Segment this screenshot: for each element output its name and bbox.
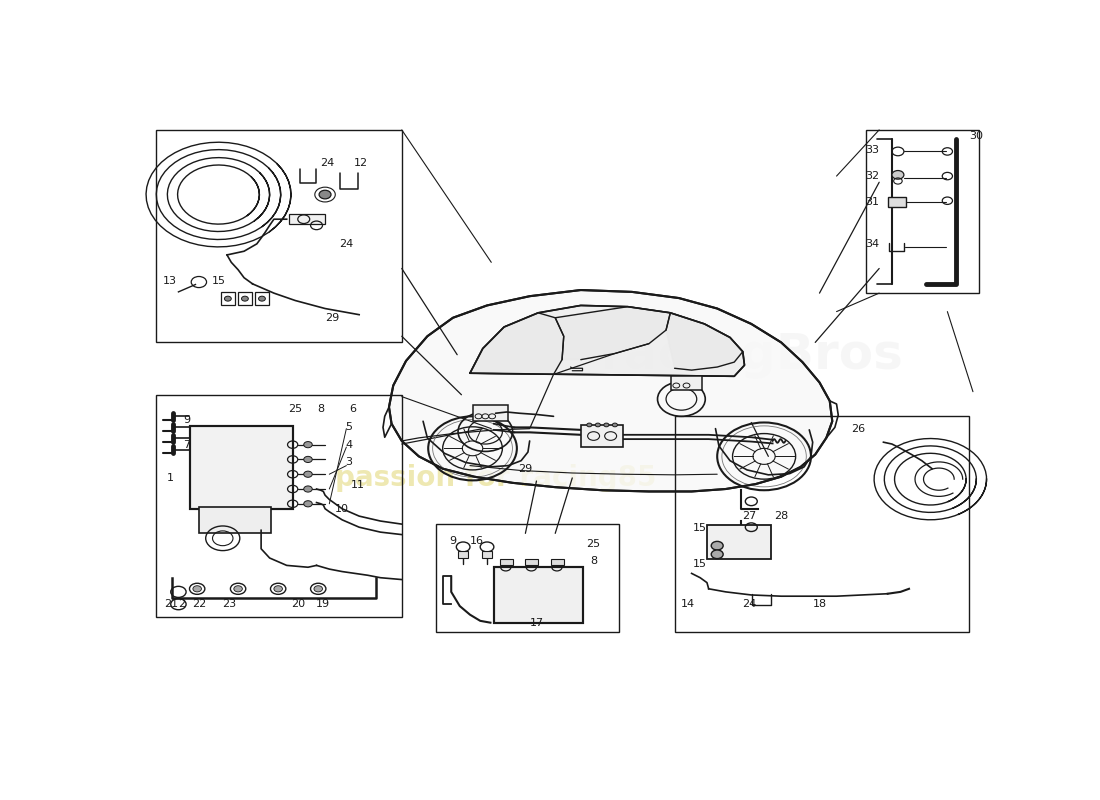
Text: 33: 33 [866, 145, 879, 154]
Text: 24: 24 [339, 239, 353, 249]
Text: 19: 19 [317, 599, 330, 610]
Circle shape [586, 423, 592, 426]
Text: 11: 11 [351, 480, 364, 490]
Text: 17: 17 [529, 618, 543, 628]
Circle shape [304, 486, 312, 492]
Circle shape [304, 471, 312, 478]
Bar [255, 292, 268, 306]
Text: 32: 32 [866, 171, 879, 181]
Text: 31: 31 [866, 197, 879, 207]
Bar [473, 406, 508, 421]
Circle shape [613, 423, 617, 426]
Bar [551, 559, 563, 566]
Circle shape [234, 586, 242, 592]
Circle shape [192, 586, 201, 592]
Text: 22: 22 [191, 599, 206, 610]
Text: 25: 25 [586, 539, 601, 550]
Circle shape [274, 586, 283, 592]
Circle shape [304, 501, 312, 507]
Text: 3: 3 [345, 457, 352, 467]
Text: 26: 26 [850, 424, 865, 434]
Text: passion for racing85: passion for racing85 [334, 464, 657, 492]
Bar [156, 394, 402, 617]
Circle shape [242, 296, 249, 301]
Text: 14: 14 [681, 599, 695, 610]
Bar [458, 550, 469, 558]
Text: 24: 24 [320, 158, 334, 167]
Polygon shape [666, 313, 743, 370]
Text: racingBros: racingBros [600, 330, 903, 378]
Bar [190, 426, 293, 509]
Circle shape [604, 423, 609, 426]
Bar [494, 567, 583, 622]
Text: 10: 10 [336, 504, 349, 514]
Text: 18: 18 [813, 599, 826, 610]
Text: 7: 7 [184, 440, 190, 450]
Text: 15: 15 [693, 523, 707, 534]
Text: 4: 4 [345, 440, 352, 450]
Text: 23: 23 [222, 599, 236, 610]
Text: 9: 9 [184, 415, 190, 425]
Text: 15: 15 [211, 276, 226, 286]
Bar [221, 292, 234, 306]
Circle shape [304, 456, 312, 462]
Bar [526, 559, 538, 566]
Text: 15: 15 [693, 559, 707, 569]
Circle shape [304, 442, 312, 448]
Circle shape [712, 550, 723, 558]
Text: 25: 25 [288, 404, 302, 414]
Text: 12: 12 [354, 158, 367, 167]
Bar [190, 426, 293, 509]
Text: 9: 9 [450, 536, 456, 546]
Text: 6: 6 [349, 404, 355, 414]
Text: 28: 28 [774, 511, 789, 521]
Bar [156, 130, 402, 342]
Text: 5: 5 [345, 422, 352, 433]
Bar [499, 559, 513, 566]
Bar [482, 550, 492, 558]
Text: 21: 21 [165, 599, 178, 610]
Bar [707, 526, 771, 559]
Text: 16: 16 [470, 536, 484, 546]
Circle shape [314, 586, 322, 592]
Circle shape [319, 190, 331, 199]
Circle shape [712, 542, 723, 550]
Bar [238, 292, 252, 306]
Bar [888, 197, 906, 207]
Bar [494, 567, 583, 622]
Bar [867, 130, 979, 293]
Text: 13: 13 [163, 276, 177, 286]
Polygon shape [389, 290, 833, 491]
Polygon shape [470, 306, 745, 376]
Bar [199, 507, 272, 534]
Polygon shape [556, 306, 670, 360]
Text: 1: 1 [166, 473, 174, 483]
Text: 2: 2 [178, 599, 186, 610]
Circle shape [892, 170, 904, 179]
Text: 8: 8 [317, 404, 324, 414]
Polygon shape [470, 313, 563, 374]
Text: 24: 24 [742, 599, 757, 610]
Bar [289, 214, 326, 223]
Text: 34: 34 [866, 239, 879, 249]
Bar [581, 425, 624, 447]
Bar [674, 416, 969, 632]
Text: 27: 27 [742, 511, 757, 521]
Text: 29: 29 [324, 313, 339, 322]
Text: 30: 30 [969, 131, 983, 141]
Bar [671, 376, 702, 390]
Text: 8: 8 [590, 556, 597, 566]
Text: 20: 20 [290, 599, 305, 610]
Circle shape [258, 296, 265, 301]
Text: 29: 29 [518, 464, 532, 474]
Circle shape [595, 423, 601, 426]
Circle shape [224, 296, 231, 301]
Bar [436, 524, 619, 632]
